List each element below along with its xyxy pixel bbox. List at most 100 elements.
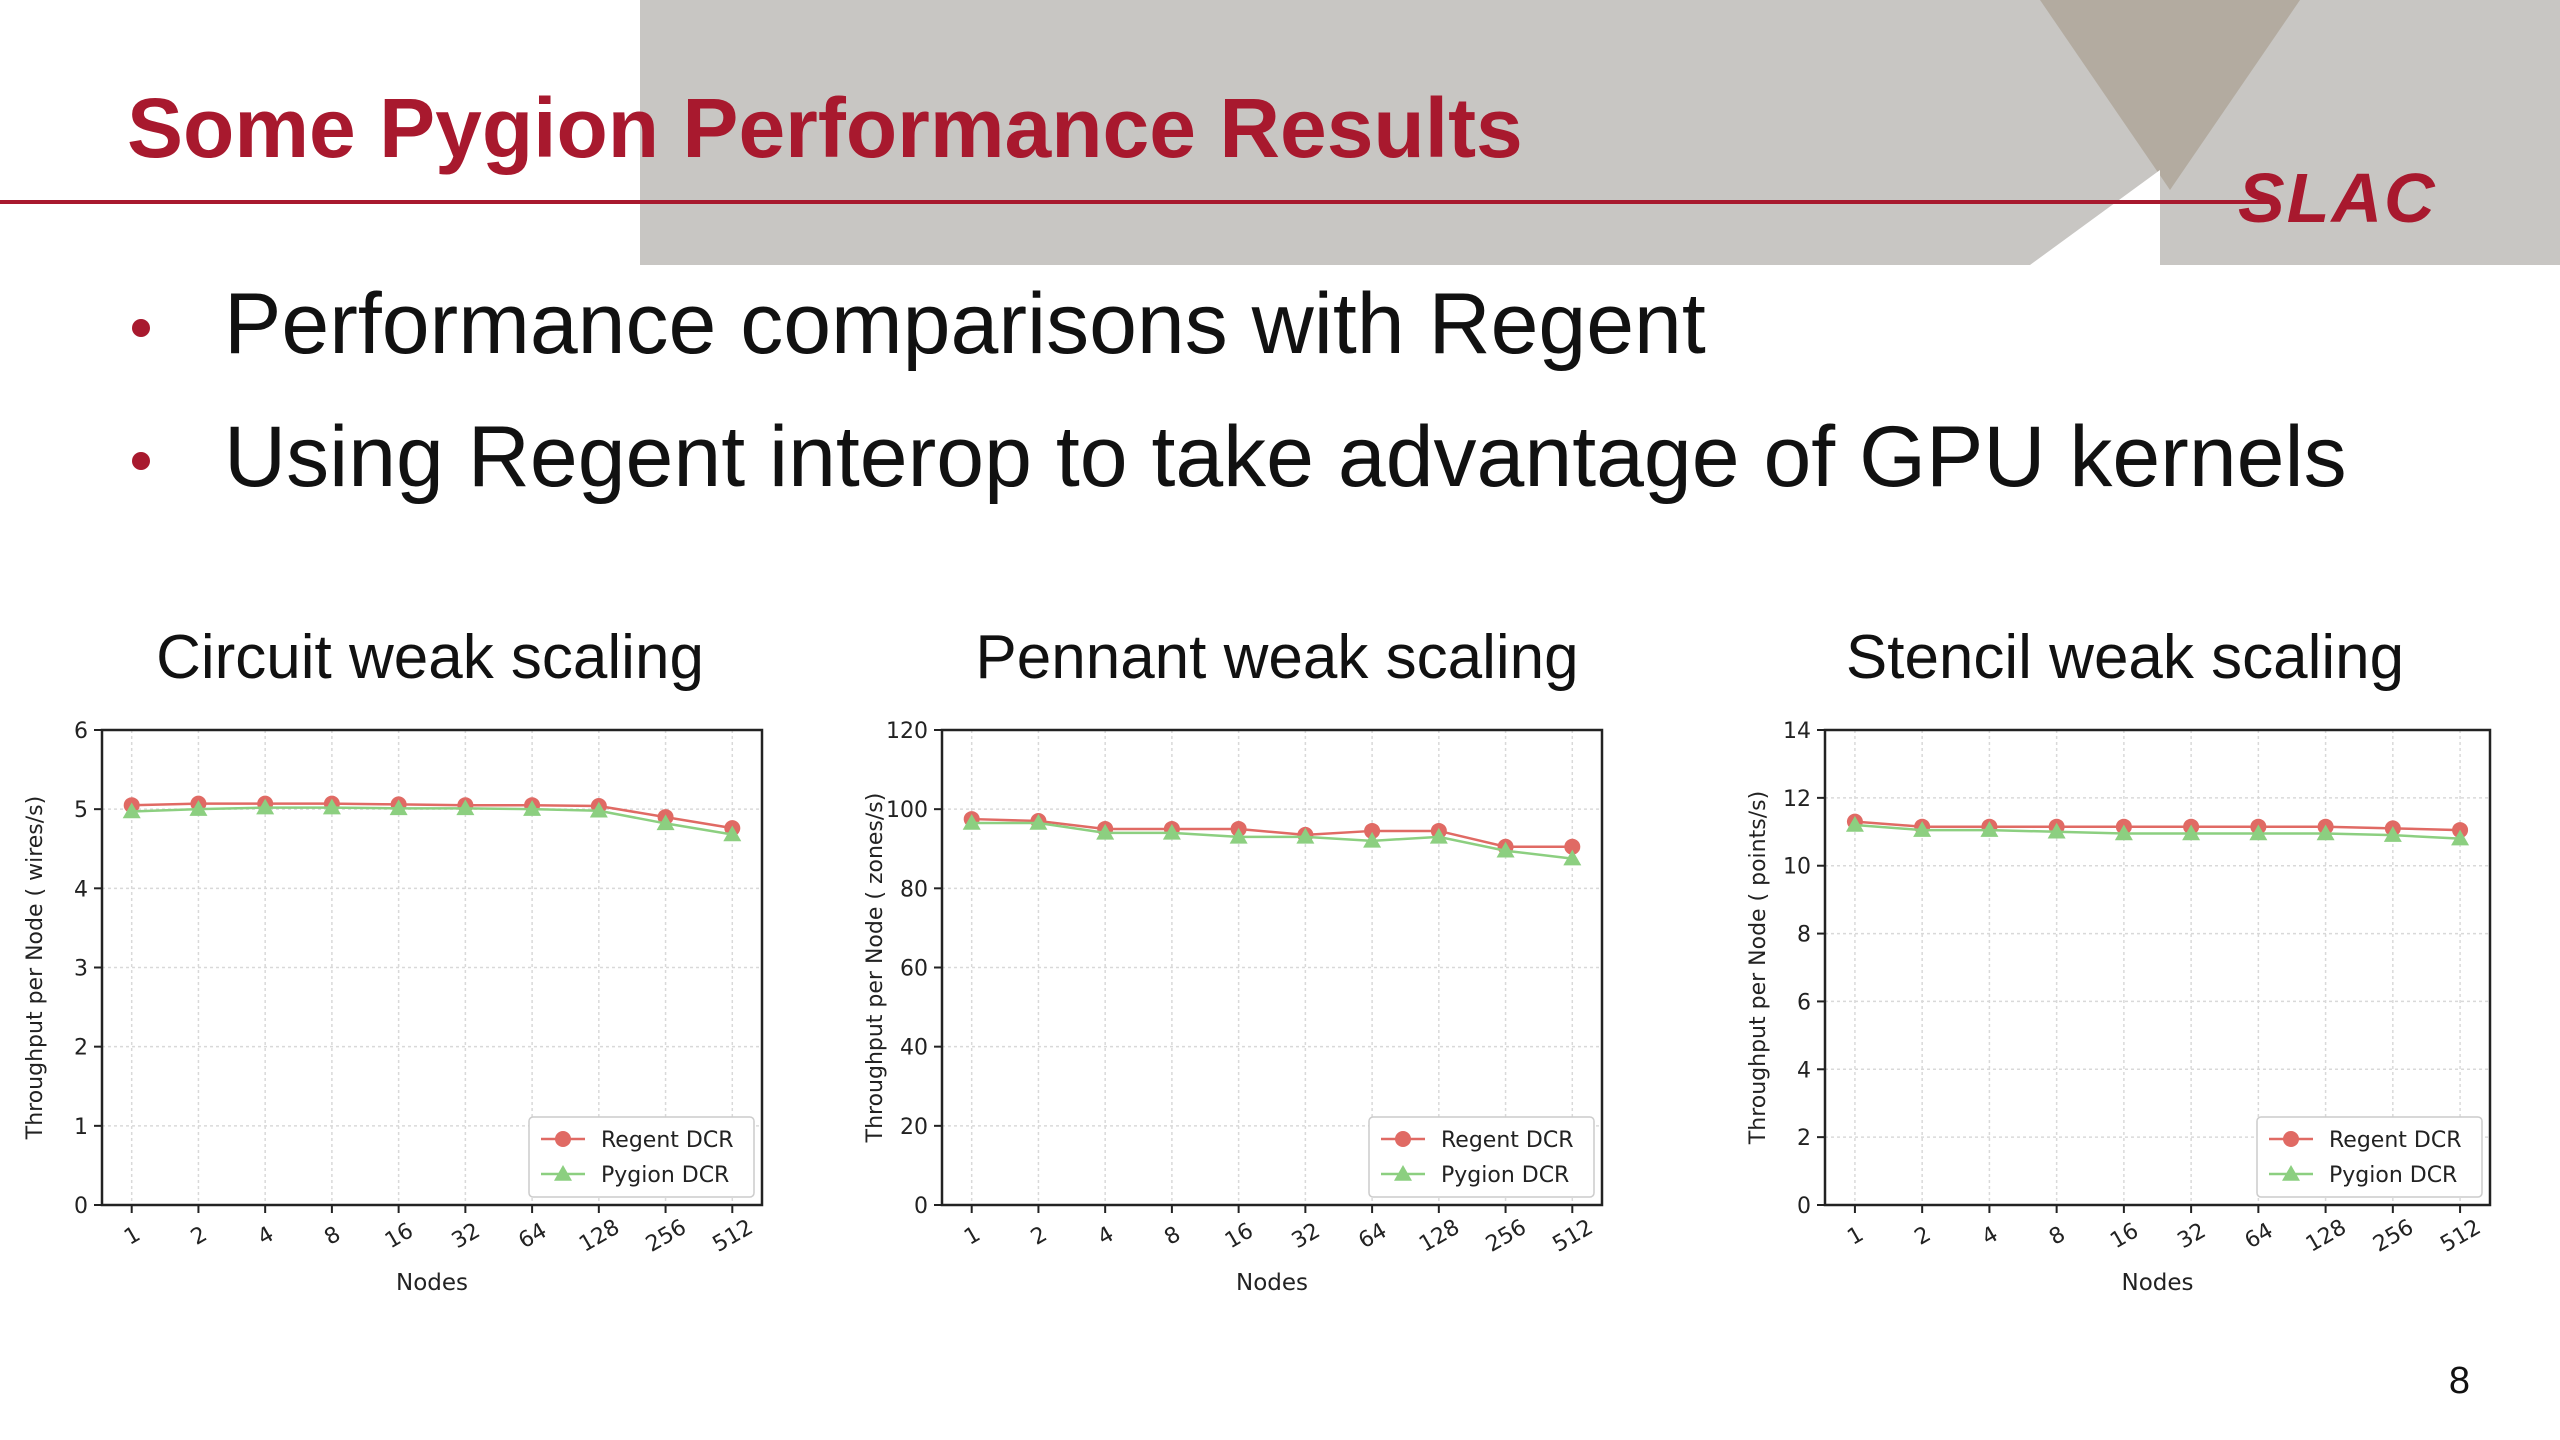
legend-label: Pygion DCR	[1441, 1163, 1569, 1188]
x-tick-label: 64	[2241, 1218, 2278, 1254]
data-point-pygion	[1162, 823, 1181, 840]
plot-frame	[1823, 728, 2492, 1207]
x-tick-label: 64	[1354, 1218, 1391, 1254]
x-tick-label: 256	[1482, 1215, 1531, 1258]
data-point-pygion	[322, 798, 341, 815]
data-point-pygion	[1980, 821, 1999, 837]
data-point-pygion	[1229, 827, 1248, 844]
legend-box	[1368, 1116, 1595, 1198]
x-axis-label: Nodes	[1236, 1270, 1308, 1296]
legend-marker-triangle	[1394, 1165, 1412, 1181]
data-point-pygion	[589, 801, 608, 818]
x-tick-label: 32	[448, 1218, 485, 1254]
y-tick-label: 12	[1783, 787, 1811, 812]
legend-marker-circle	[2283, 1131, 2299, 1147]
chart-title-stencil: Stencil weak scaling	[1845, 623, 2405, 692]
y-tick-label: 120	[886, 719, 928, 744]
data-point-pygion	[1429, 827, 1448, 844]
legend-marker-circle	[555, 1131, 571, 1147]
data-point-pygion	[962, 814, 981, 830]
y-axis-label: Throughput per Node ( wires/s)	[23, 796, 48, 1140]
y-tick-label: 0	[914, 1194, 928, 1219]
bullet-dot-icon	[132, 319, 150, 337]
y-tick-label: 6	[1797, 990, 1811, 1015]
legend-label: Pygion DCR	[601, 1163, 729, 1188]
x-tick-label: 128	[2302, 1215, 2351, 1258]
x-tick-label: 2	[1027, 1222, 1052, 1251]
data-point-pygion	[2451, 829, 2470, 846]
x-axis-label: Nodes	[2121, 1270, 2193, 1296]
slide-title: Some Pygion Performance Results	[127, 81, 1523, 175]
legend-label: Regent DCR	[1441, 1128, 1573, 1153]
x-tick-label: 8	[320, 1222, 345, 1251]
y-tick-label: 8	[1797, 923, 1811, 948]
data-point-pygion	[2182, 824, 2201, 841]
x-tick-label: 8	[1160, 1222, 1185, 1251]
x-tick-label: 32	[1288, 1218, 1325, 1254]
data-point-pygion	[122, 802, 141, 819]
x-tick-label: 16	[381, 1218, 418, 1254]
data-point-pygion	[456, 799, 475, 816]
data-point-pygion	[1029, 814, 1048, 830]
x-tick-label: 256	[2369, 1215, 2418, 1258]
series-line-regent	[131, 802, 733, 830]
data-point-regent	[1364, 822, 1381, 839]
x-tick-label: 1	[1843, 1222, 1868, 1251]
x-tick-label: 4	[1094, 1222, 1119, 1251]
x-tick-label: 16	[1221, 1218, 1258, 1254]
y-tick-label: 2	[1797, 1126, 1811, 1151]
legend-marker-triangle	[2282, 1165, 2300, 1181]
x-tick-label: 8	[2045, 1222, 2070, 1251]
data-point-pygion	[2316, 824, 2335, 841]
chart-title-circuit: Circuit weak scaling	[156, 623, 704, 692]
x-axis-label: Nodes	[396, 1270, 468, 1296]
y-tick-label: 0	[74, 1194, 88, 1219]
series-line-pygion	[131, 806, 733, 836]
y-tick-label: 2	[74, 1036, 88, 1061]
title-rule	[0, 200, 2270, 204]
x-tick-label: 4	[1978, 1222, 2003, 1251]
data-point-pygion	[2383, 826, 2402, 842]
circuit-chart: 0 1 2 3 4 5 6 1 2 4 8 16 32 64 128 256 512 Nodes Throughpu…	[23, 719, 764, 1296]
data-point-pygion	[189, 800, 208, 816]
y-tick-label: 10	[1783, 855, 1811, 880]
x-tick-label: 512	[2436, 1215, 2485, 1258]
data-point-pygion	[2047, 822, 2066, 839]
x-tick-label: 1	[960, 1222, 985, 1251]
data-point-pygion	[2249, 824, 2268, 841]
header-decoration	[2030, 0, 2300, 265]
x-tick-label: 128	[575, 1215, 624, 1258]
data-point-pygion	[1845, 816, 1864, 832]
y-tick-label: 60	[900, 957, 928, 982]
y-tick-label: 40	[900, 1036, 928, 1061]
data-point-pygion	[523, 800, 542, 816]
y-tick-label: 80	[900, 877, 928, 902]
data-point-pygion	[656, 814, 675, 831]
data-point-pygion	[723, 825, 742, 842]
x-tick-label: 4	[254, 1222, 279, 1251]
pennant-chart: 0 20 40 60 80 100 120 1 2 4 8 16 32 64 128 256 512 Nodes T…	[863, 719, 1604, 1296]
data-point-pygion	[1096, 823, 1115, 840]
data-point-pygion	[2114, 824, 2133, 841]
y-tick-label: 20	[900, 1115, 928, 1140]
y-axis-label: Throughput per Node ( points/s)	[1746, 791, 1771, 1145]
chart-title-pennant: Pennant weak scaling	[975, 623, 1579, 692]
data-point-pygion	[389, 799, 408, 816]
y-tick-label: 1	[74, 1115, 88, 1140]
y-tick-label: 5	[74, 798, 88, 823]
legend-box	[2256, 1116, 2483, 1198]
slac-logo: SLAC	[2238, 159, 2437, 237]
page-number: 8	[2448, 1360, 2470, 1402]
bullet-text: Using Regent interop to take advantage o…	[224, 409, 2347, 505]
y-axis-label: Throughput per Node ( zones/s)	[863, 793, 888, 1144]
y-tick-label: 3	[74, 957, 88, 982]
x-tick-label: 512	[709, 1215, 758, 1258]
x-tick-label: 32	[2173, 1218, 2210, 1254]
data-point-regent	[1564, 838, 1581, 855]
y-tick-label: 6	[74, 719, 88, 744]
data-point-pygion	[1913, 821, 1932, 837]
y-tick-label: 100	[886, 798, 928, 823]
data-point-pygion	[1363, 831, 1382, 848]
y-tick-label: 0	[1797, 1194, 1811, 1219]
